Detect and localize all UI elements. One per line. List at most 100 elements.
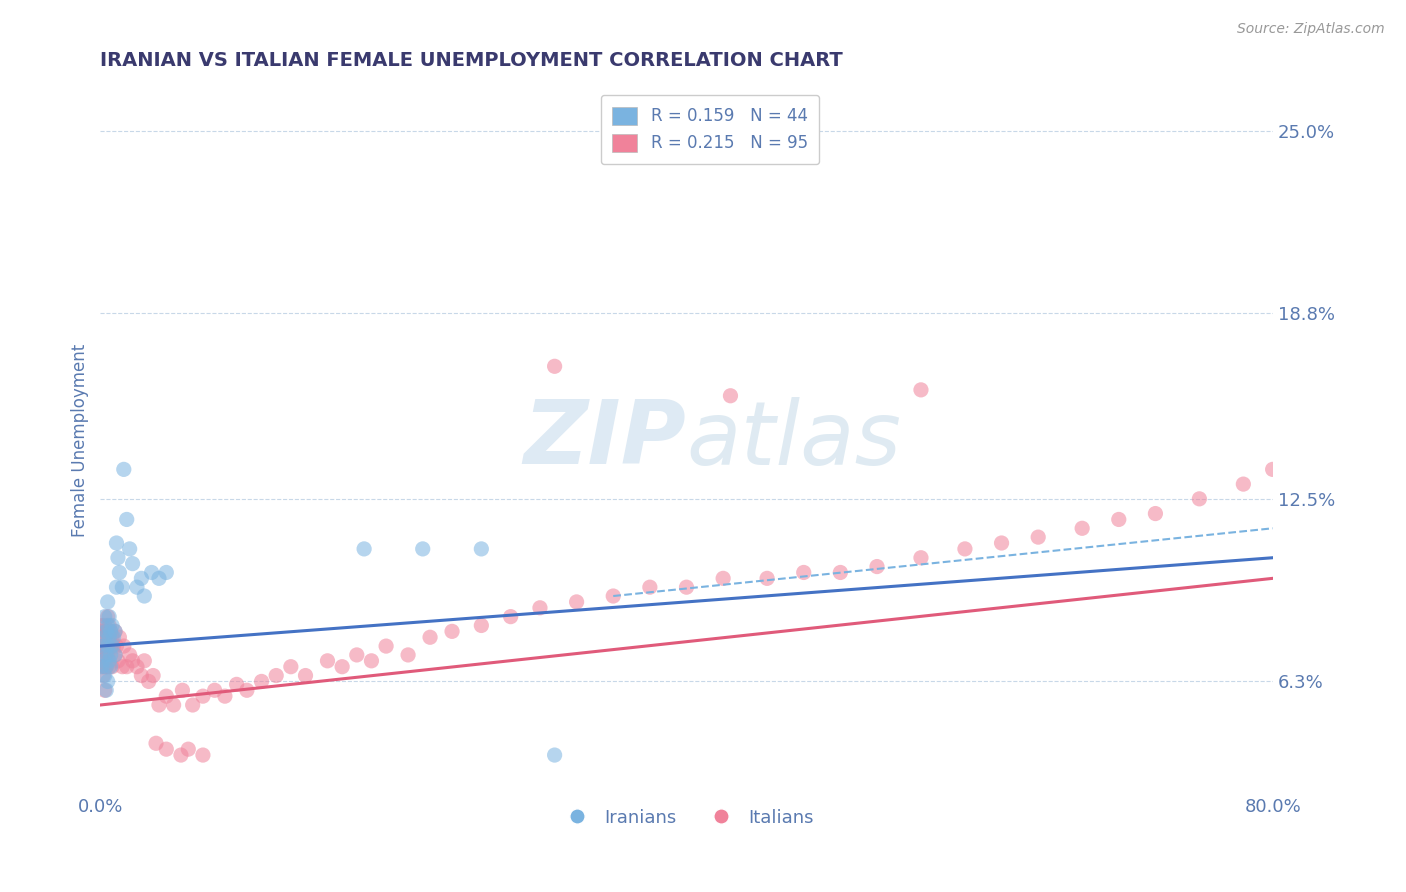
Point (94, 683, 117, 698)
Point (638, 580, 661, 594)
Point (94, 609, 117, 624)
Point (112, 462, 135, 476)
Point (91, 639, 114, 653)
Point (396, 648, 419, 662)
Point (94, 668, 117, 682)
Point (97, 648, 120, 662)
Point (191, 747, 214, 762)
Point (96, 624, 118, 639)
Point (104, 648, 127, 662)
Point (91, 624, 114, 639)
Point (103, 639, 125, 653)
Point (90, 618, 112, 632)
Point (108, 566, 131, 580)
Point (910, 550, 932, 565)
Point (1108, 512, 1130, 526)
Point (172, 683, 194, 698)
Point (100, 648, 122, 662)
Point (412, 541, 434, 556)
Point (90, 639, 112, 653)
Point (264, 668, 287, 682)
Point (953, 541, 976, 556)
Point (441, 624, 464, 639)
Point (108, 630, 131, 644)
Point (162, 698, 184, 712)
Point (96, 659, 118, 673)
Point (107, 550, 129, 565)
Text: IRANIAN VS ITALIAN FEMALE UNEMPLOYMENT CORRELATION CHART: IRANIAN VS ITALIAN FEMALE UNEMPLOYMENT C… (100, 51, 844, 70)
Point (100, 624, 122, 639)
Point (131, 571, 153, 585)
Point (94, 648, 117, 662)
Point (97, 595, 120, 609)
Point (112, 639, 135, 653)
Point (91, 639, 114, 653)
Point (1071, 521, 1094, 535)
Point (90, 659, 112, 673)
Point (97, 674, 120, 689)
Point (101, 639, 124, 653)
Point (756, 571, 779, 585)
Point (148, 571, 170, 585)
Point (118, 648, 141, 662)
Point (250, 674, 273, 689)
Point (793, 566, 815, 580)
Point (97, 609, 120, 624)
Point (330, 659, 353, 673)
Point (125, 580, 148, 594)
Point (98, 630, 121, 644)
Point (96, 683, 118, 698)
Point (98, 659, 121, 673)
Point (115, 512, 138, 526)
Point (830, 566, 852, 580)
Point (543, 747, 565, 762)
Point (470, 541, 492, 556)
Point (675, 580, 697, 594)
Point (96, 648, 118, 662)
Point (118, 541, 141, 556)
Point (105, 639, 128, 653)
Point (138, 674, 160, 689)
Point (104, 624, 127, 639)
Point (191, 689, 214, 703)
Point (711, 571, 734, 585)
Point (91, 668, 114, 682)
Point (181, 698, 204, 712)
Point (1232, 477, 1254, 491)
Point (115, 659, 138, 673)
Point (1261, 462, 1284, 476)
Point (91, 654, 114, 668)
Point (91, 659, 114, 673)
Point (94, 659, 117, 673)
Point (419, 630, 441, 644)
Point (280, 659, 302, 673)
Point (360, 654, 382, 668)
Point (94, 618, 117, 632)
Point (98, 618, 121, 632)
Point (155, 566, 177, 580)
Point (225, 677, 247, 691)
Point (100, 659, 122, 673)
Point (101, 618, 124, 632)
Point (105, 536, 128, 550)
Point (94, 630, 117, 644)
Point (97, 630, 120, 644)
Point (170, 747, 193, 762)
Point (602, 589, 624, 603)
Point (141, 566, 163, 580)
Point (101, 630, 124, 644)
Point (214, 689, 236, 703)
Point (470, 618, 492, 632)
Point (107, 654, 129, 668)
Point (529, 600, 551, 615)
Point (294, 668, 316, 682)
Point (100, 624, 122, 639)
Point (104, 624, 127, 639)
Point (97, 624, 120, 639)
Point (97, 618, 120, 632)
Point (543, 359, 565, 374)
Point (1026, 530, 1049, 544)
Point (98, 609, 121, 624)
Point (142, 668, 165, 682)
Point (96, 624, 118, 639)
